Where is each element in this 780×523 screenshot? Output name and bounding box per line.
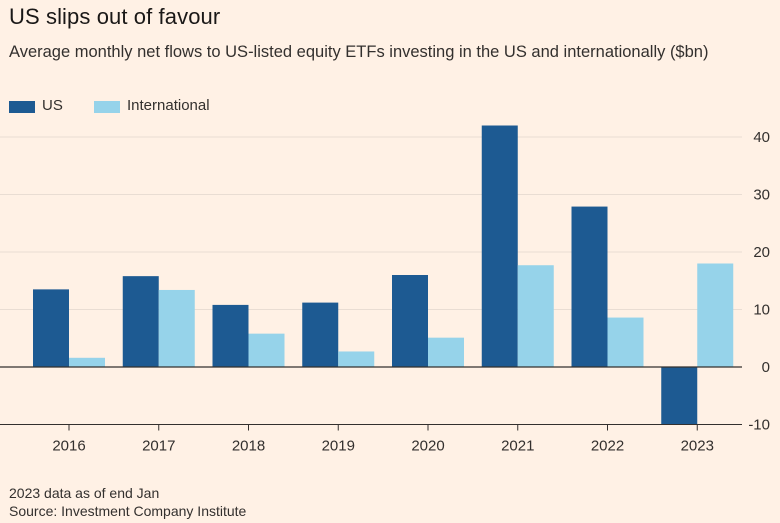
- bar-us-2019: [302, 302, 339, 367]
- bar-international-2018: [248, 333, 285, 367]
- bar-us-2020: [392, 275, 428, 367]
- bar-international-2021: [517, 265, 554, 367]
- x-tick-label: 2020: [411, 438, 444, 455]
- bar-us-2016: [33, 289, 69, 367]
- chart-subtitle: Average monthly net flows to US-listed e…: [9, 43, 709, 61]
- x-tick-label: 2023: [681, 438, 714, 455]
- y-tick-label: -10: [748, 417, 770, 434]
- footnote-note: 2023 data as of end Jan: [9, 485, 160, 501]
- bar-international-2020: [428, 337, 464, 367]
- bar-international-2022: [607, 317, 644, 367]
- y-tick-label: 10: [753, 302, 770, 319]
- bar-chart: -10 0 10 20 30 40 2016 2017 2018 2019 2020 2021 2022…: [0, 125, 770, 455]
- footnote-source: Source: Investment Company Institute: [9, 503, 247, 519]
- x-tick-label: 2017: [142, 438, 175, 455]
- x-tick-label: 2016: [52, 438, 85, 455]
- x-tick-label: 2022: [591, 438, 624, 455]
- bar-us-2021: [481, 125, 518, 367]
- bar-international-2017: [158, 289, 195, 367]
- bar-us-2022: [571, 206, 608, 367]
- legend-label-us: US: [42, 97, 63, 114]
- bar-international-2019: [338, 351, 375, 367]
- chart-title: US slips out of favour: [9, 4, 221, 29]
- bar-international-2023: [697, 263, 734, 367]
- y-tick-label: 40: [753, 129, 770, 146]
- bar-international-2016: [69, 357, 105, 367]
- bar-us-2018: [212, 304, 249, 367]
- bar-us-2017: [122, 276, 159, 367]
- legend-swatch-us: [9, 101, 35, 113]
- x-tick-label: 2021: [501, 438, 534, 455]
- x-tick-label: 2019: [322, 438, 355, 455]
- y-tick-label: 30: [753, 187, 770, 204]
- footnote: 2023 data as of end Jan Source: Investme…: [9, 484, 246, 520]
- y-tick-label: 0: [762, 359, 770, 376]
- bar-us-2023: [661, 367, 698, 425]
- legend-swatch-international: [94, 101, 120, 113]
- y-tick-label: 20: [753, 244, 770, 261]
- x-tick-label: 2018: [232, 438, 265, 455]
- legend-label-international: International: [127, 97, 210, 114]
